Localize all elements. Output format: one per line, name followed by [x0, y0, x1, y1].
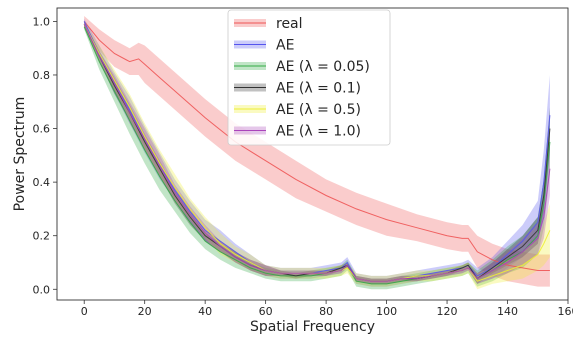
- y-tick-label: 0.2: [33, 230, 51, 243]
- legend-box: [227, 9, 391, 146]
- y-tick-label: 0.8: [33, 69, 51, 82]
- x-tick-label: 100: [376, 305, 397, 318]
- x-axis-label: Spatial Frequency: [250, 319, 375, 335]
- series-line-0: [83, 21, 550, 271]
- series-line-3: [83, 23, 551, 282]
- y-tick-label: 1.0: [33, 15, 51, 28]
- y-axis-ticks: 0.0 0.2 0.4 0.6 0.8 1.0: [33, 15, 57, 296]
- x-tick-label: 0: [81, 305, 88, 318]
- x-tick-label: 160: [558, 305, 573, 318]
- legend-label-2: AE (λ = 0.05): [276, 59, 370, 75]
- x-tick-label: 40: [198, 305, 212, 318]
- y-tick-label: 0.0: [33, 283, 51, 296]
- x-tick-label: 140: [497, 305, 518, 318]
- legend-label-1: AE: [276, 38, 294, 54]
- legend-label-0: real: [276, 16, 303, 32]
- x-tick-label: 80: [319, 305, 333, 318]
- legend-label-3: AE (λ = 0.1): [276, 81, 361, 97]
- legend: real AE AE (λ = 0.05) AE (λ = 0.1) AE (λ = 0…: [227, 9, 391, 146]
- y-tick-label: 0.4: [33, 176, 51, 189]
- legend-label-4: AE (λ = 0.5): [276, 102, 361, 118]
- legend-label-5: AE (λ = 1.0): [276, 124, 361, 140]
- band-0: [84, 16, 550, 287]
- x-tick-label: 20: [138, 305, 152, 318]
- plot-frame: [56, 7, 569, 301]
- band-1: [84, 18, 550, 287]
- x-axis-ticks: 0 20 40 60 80 100 120 140 160: [81, 300, 573, 318]
- series-lines: [83, 21, 551, 285]
- x-tick-label: 60: [259, 305, 273, 318]
- y-axis-label: Power Spectrum: [12, 97, 28, 212]
- y-tick-label: 0.6: [33, 123, 51, 136]
- x-tick-label: 120: [437, 305, 458, 318]
- series-line-5: [83, 23, 551, 282]
